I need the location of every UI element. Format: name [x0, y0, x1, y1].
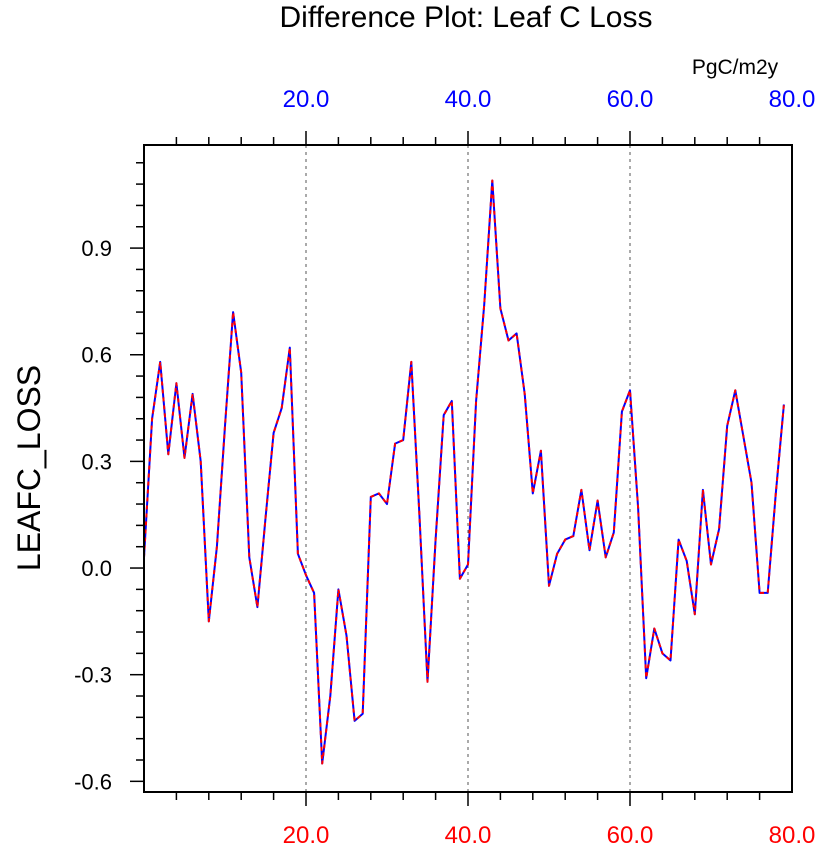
x-tick-label: 60.0	[607, 822, 654, 849]
y-axis-label: LEAFC_LOSS	[11, 365, 47, 571]
y-tick-label: 0.6	[81, 343, 112, 368]
series-line-overlay	[143, 179, 785, 765]
units-label: PgC/m2y	[692, 56, 779, 79]
series-line	[143, 179, 785, 765]
x-top-tick-label: 40.0	[445, 86, 492, 113]
x-tick-label: 20.0	[283, 822, 330, 849]
x-top-tick-label: 20.0	[283, 86, 330, 113]
x-top-tick-label: 60.0	[607, 86, 654, 113]
y-tick-label: 0.0	[81, 556, 112, 581]
gridlines	[305, 145, 631, 792]
series-group	[143, 179, 785, 765]
x-tick-label: 40.0	[445, 822, 492, 849]
y-tick-label: -0.3	[74, 663, 112, 688]
x-tick-label: 80.0	[769, 822, 816, 849]
y-tick-label: -0.6	[74, 769, 112, 794]
chart-title: Difference Plot: Leaf C Loss	[280, 1, 653, 34]
y-tick-label: 0.3	[81, 449, 112, 474]
tick-labels: 20.0 20.0 40.0 40.0 60.0 60.0 80.0 80.0 -0.6 -0.3…	[74, 86, 815, 849]
y-tick-label: 0.9	[81, 236, 112, 261]
x-top-tick-label: 80.0	[769, 86, 816, 113]
axis-ticks	[130, 131, 761, 806]
plot-frame	[143, 144, 793, 793]
